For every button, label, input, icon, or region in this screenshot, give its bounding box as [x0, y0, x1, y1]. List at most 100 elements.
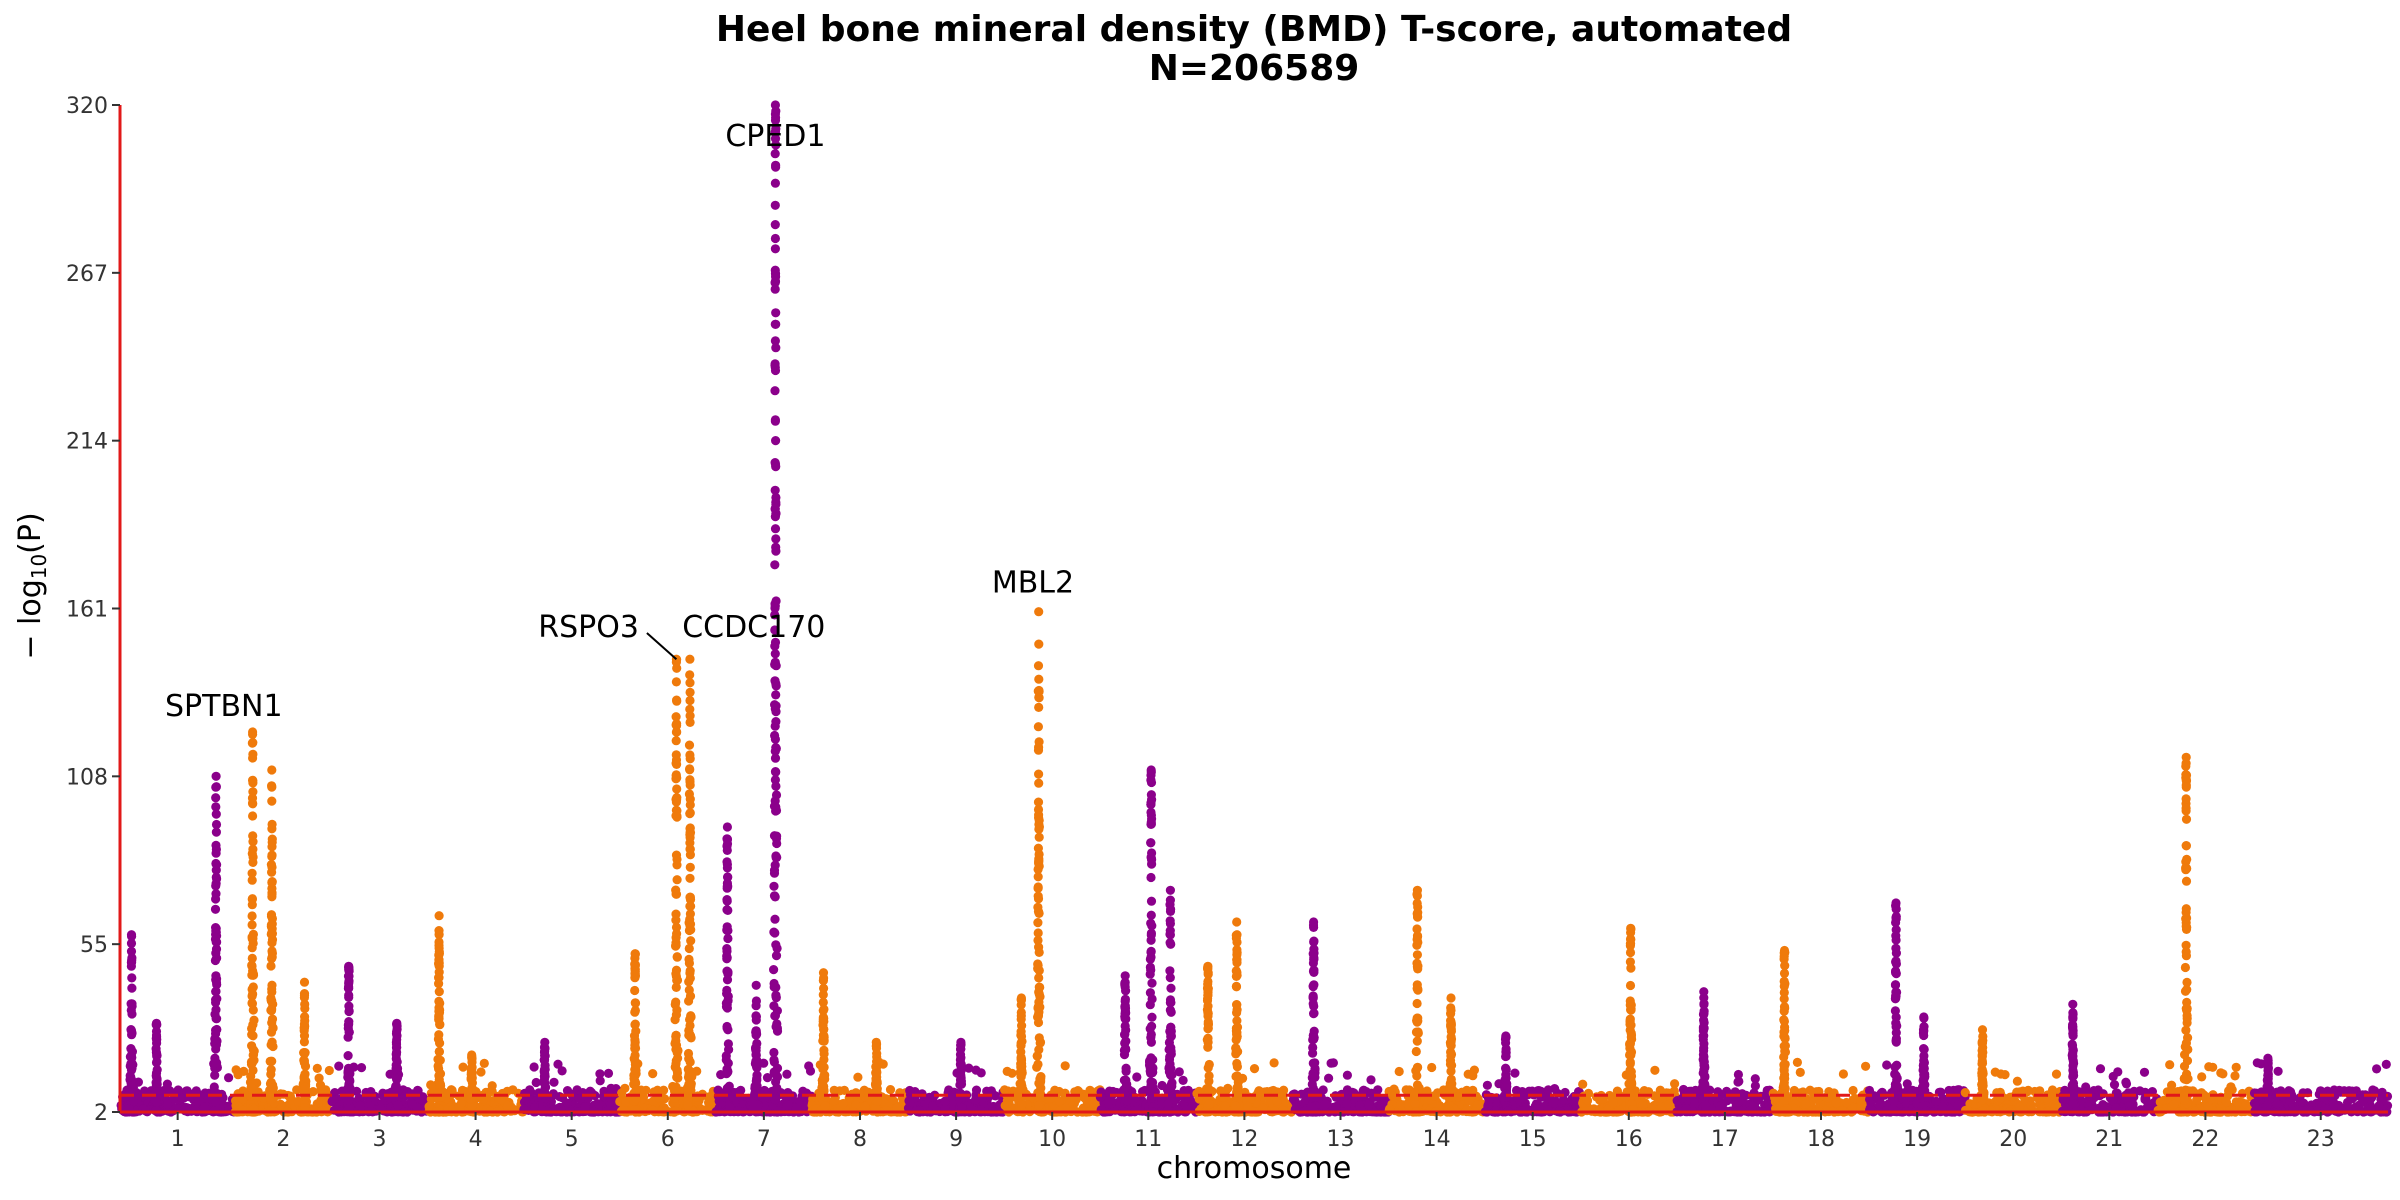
- snp-point: [2081, 1082, 2091, 1092]
- snp-point: [1715, 1101, 1725, 1111]
- snp-point: [152, 1051, 162, 1061]
- snp-point: [434, 961, 444, 971]
- chromosome-5-points: [519, 1059, 625, 1117]
- snp-point: [1848, 1085, 1858, 1096]
- chromosome-13-points: [1288, 1058, 1393, 1117]
- snp-point: [267, 938, 277, 948]
- snp-point: [312, 1063, 322, 1073]
- snp-point: [127, 973, 137, 983]
- snp-point: [1582, 1095, 1592, 1105]
- snp-point: [580, 1102, 590, 1112]
- snp-point: [127, 1009, 137, 1019]
- snp-point-top: [467, 1050, 477, 1060]
- snp-point: [211, 948, 221, 958]
- snp-point: [1792, 1057, 1802, 1067]
- snp-point-top: [151, 1018, 162, 1028]
- snp-point: [885, 1085, 896, 1095]
- snp-point: [2329, 1098, 2339, 1108]
- snp-point: [1103, 1099, 1114, 1109]
- snp-point: [246, 1071, 256, 1081]
- snp-point: [1342, 1070, 1352, 1080]
- snp-point: [1571, 1096, 1581, 1106]
- snp-point: [246, 1057, 256, 1067]
- snp-point-top: [540, 1037, 550, 1047]
- snp-point: [1358, 1086, 1368, 1096]
- snp-point: [392, 1074, 402, 1084]
- snp-point: [686, 1012, 696, 1022]
- snp-point: [1254, 1086, 1264, 1096]
- snp-point: [324, 1065, 334, 1076]
- snp-point: [151, 1030, 162, 1040]
- snp-point: [151, 1078, 161, 1088]
- snp-point: [703, 1093, 714, 1103]
- snp-point: [330, 1088, 340, 1098]
- snp-point: [685, 808, 695, 818]
- snp-point: [1188, 1100, 1198, 1111]
- snp-point: [683, 1100, 693, 1110]
- snp-point: [549, 1077, 559, 1087]
- snp-point: [392, 1057, 402, 1067]
- snp-point: [525, 1085, 535, 1095]
- snp-point: [343, 1051, 353, 1061]
- snp-point: [1342, 1099, 1352, 1109]
- snp-point: [209, 1082, 219, 1092]
- snp-point: [127, 1081, 137, 1091]
- snp-point: [1960, 1088, 1970, 1098]
- snp-point: [485, 1086, 495, 1097]
- snp-point: [1900, 1098, 1910, 1108]
- snp-point: [300, 999, 310, 1009]
- snp-point: [248, 775, 258, 785]
- peak-chr4-9: [465, 1050, 479, 1117]
- snp-point: [529, 1102, 540, 1112]
- snp-point: [356, 1063, 367, 1073]
- snp-point: [1795, 1067, 1805, 1077]
- snp-point: [860, 1101, 871, 1111]
- snp-point: [248, 831, 258, 841]
- snp-point: [585, 1086, 595, 1096]
- snp-point: [345, 1075, 355, 1085]
- snp-point: [268, 1083, 278, 1093]
- snp-point: [266, 961, 276, 971]
- snp-point: [1269, 1058, 1279, 1068]
- snp-point-top: [685, 654, 695, 664]
- snp-point: [684, 954, 694, 965]
- snp-point: [2204, 1062, 2214, 1072]
- snp-point: [2012, 1076, 2022, 1086]
- snp-point: [211, 840, 221, 851]
- snp-point: [2216, 1068, 2226, 1078]
- snp-point: [247, 970, 257, 980]
- snp-point: [630, 1020, 640, 1030]
- snp-point: [672, 875, 682, 885]
- snp-point: [190, 1105, 200, 1115]
- snp-point: [686, 936, 696, 946]
- snp-point: [1156, 1098, 1166, 1108]
- snp-point: [672, 784, 682, 794]
- snp-point: [434, 1011, 444, 1021]
- snp-point: [672, 929, 682, 939]
- snp-point: [344, 1001, 354, 1011]
- snp-point: [2231, 1062, 2241, 1072]
- snp-point: [391, 1043, 402, 1053]
- snp-point: [1996, 1069, 2006, 1079]
- snp-point: [247, 960, 257, 970]
- snp-point: [267, 850, 277, 860]
- snp-point: [126, 1025, 136, 1035]
- snp-point: [2035, 1086, 2045, 1096]
- peak-chr6-12: [669, 654, 683, 1116]
- snp-point: [1132, 1072, 1142, 1082]
- snp-point: [127, 955, 137, 965]
- snp-point: [267, 996, 277, 1006]
- snp-point: [466, 1069, 476, 1079]
- snp-point: [804, 1061, 814, 1071]
- snp-point: [2145, 1100, 2155, 1110]
- snp-point: [211, 1013, 221, 1024]
- snp-point: [1088, 1099, 1099, 1109]
- snp-point: [1953, 1085, 1963, 1095]
- snp-point: [457, 1085, 468, 1095]
- snp-point: [314, 1073, 324, 1083]
- snp-point: [685, 687, 695, 698]
- snp-point: [2230, 1071, 2240, 1081]
- snp-point: [299, 1031, 310, 1041]
- snp-point: [2112, 1088, 2122, 1098]
